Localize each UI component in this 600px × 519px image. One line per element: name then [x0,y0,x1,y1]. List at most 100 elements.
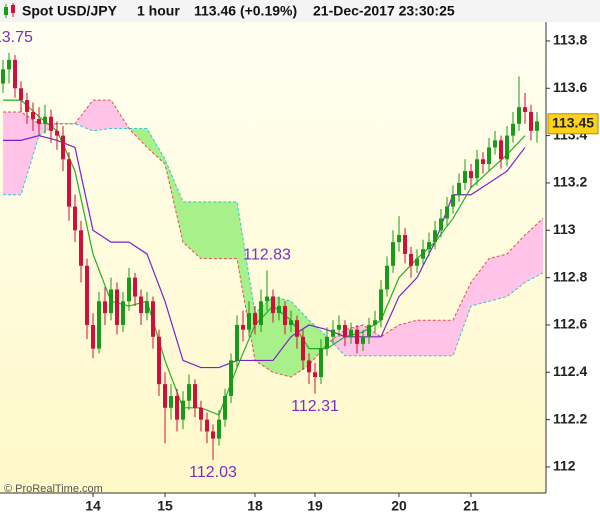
cloud-segment [399,320,417,356]
candle-body [13,59,17,89]
candle-body [115,289,119,325]
cloud-segment [201,201,219,259]
copyright: © ProRealTime.com [4,483,103,495]
candle-body [361,336,365,344]
candle-body [457,182,461,195]
candle-body [511,123,515,136]
candle-body [193,384,197,408]
candle-body [277,306,281,314]
y-tick-label: 112.8 [553,268,587,284]
indicator-line [3,99,526,416]
cloud-segment [147,128,165,165]
y-tick-label: 113.6 [553,79,587,95]
candle-body [67,159,71,207]
x-tick-label: 18 [247,498,263,514]
candle-body [415,258,419,266]
candle-body [301,336,305,361]
candle-body [403,235,407,254]
candle-body [475,159,479,179]
y-tick-label: 113.2 [553,174,587,190]
candle-body [313,372,317,378]
candle-body [487,147,491,165]
candle-body [181,400,185,420]
candle-body [85,265,89,325]
y-tick-label: 113 [553,221,576,237]
candle-body [121,301,125,325]
header-icon [4,3,15,18]
candle-body [463,171,467,183]
candle-body [247,313,251,330]
candle-body [61,135,65,160]
annotation: 112.31 [291,398,339,415]
y-tick-label: 112.6 [553,316,587,332]
plot-area [0,22,546,493]
candle-body [505,135,509,160]
candle-body [433,230,437,243]
price-tag [547,113,599,135]
candle-body [523,107,527,112]
candle-body [187,384,191,401]
candle-body [235,324,239,361]
candle-body [499,140,503,160]
x-tick-label: 14 [85,498,101,514]
candle-body [79,230,83,266]
candle-body [493,140,497,148]
candle-body [43,116,47,124]
candle-body [349,329,353,337]
cloud-segment [381,324,399,356]
y-tick-label: 112.2 [553,410,587,426]
candle-body [229,360,233,396]
timestamp: 21-Dec-2017 23:30:25 [313,3,455,19]
candle-body [307,360,311,373]
candle-body [151,301,155,337]
candle-body [169,395,173,408]
candle-body [163,384,167,408]
candle-body [103,301,107,314]
candle-body [211,431,215,439]
candle-body [379,289,383,321]
candle-body [325,336,329,349]
candle-body [31,111,35,120]
candle-body [421,249,425,259]
candle-body [343,324,347,337]
candle-body [205,419,209,432]
cloud-segment [309,320,327,366]
cloud-segment [183,201,201,259]
candle-body [373,320,377,325]
y-tick-label: 112.4 [553,363,587,379]
candle-body [469,171,473,179]
candle-body [139,296,143,314]
candle-body [427,242,431,250]
candle-body [25,100,29,112]
candle-body [481,159,485,165]
y-tick-label: 112 [553,458,576,474]
candle-body [529,111,533,131]
candle-body [439,218,443,231]
candle-body [253,313,257,325]
cloud-segment [471,258,489,307]
candle-body [241,324,245,330]
candle-body [73,206,77,231]
interval: 1 hour [137,3,180,19]
candle-body [367,324,371,337]
candle-body [133,277,137,297]
candle-body [445,206,449,219]
x-tick-label: 15 [157,498,173,514]
x-tick-label: 19 [307,498,323,514]
cloud-segment [507,235,525,297]
symbol: Spot USD/JPY [22,3,118,19]
candle-body [49,116,53,131]
cloud-segment [75,100,93,131]
candle-body [91,324,95,349]
candle-body [37,119,41,124]
candle-body [283,306,287,325]
candle-body [409,253,413,266]
cloud-segment [93,100,111,131]
annotation: 112.83 [243,247,291,264]
candle-body [355,329,359,344]
candle-body [385,265,389,290]
candle-body [7,59,11,70]
candle-body [19,88,23,101]
cloud-segment [345,324,363,356]
